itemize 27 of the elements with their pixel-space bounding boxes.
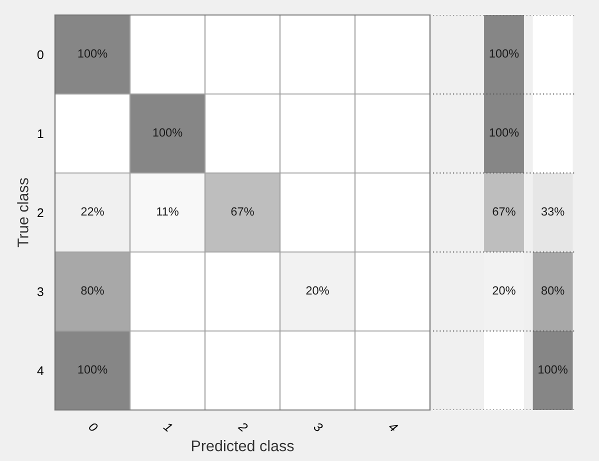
y-tick-label: 3	[37, 287, 44, 296]
x-tick-label: 1	[163, 422, 173, 432]
y-tick-label: 1	[38, 129, 44, 138]
x-axis-title: Predicted class	[192, 440, 294, 452]
data-label: 100%	[153, 128, 182, 137]
data-label: 67%	[492, 207, 516, 216]
y-tick-label: 0	[37, 50, 44, 60]
data-label: 67%	[231, 207, 254, 216]
x-tick-label: 3	[312, 422, 324, 433]
x-tick-label: 4	[388, 422, 398, 432]
data-label: 100%	[78, 49, 108, 58]
x-tick-label: 2	[238, 421, 249, 432]
x-tick-label: 0	[88, 422, 99, 433]
data-label: 100%	[78, 365, 108, 374]
data-label: 11%	[157, 207, 178, 216]
y-axis-title: True class	[17, 178, 28, 248]
y-tick-label: 2	[38, 208, 44, 218]
data-label: 100%	[538, 365, 568, 374]
data-label: 80%	[542, 286, 564, 295]
data-label: 100%	[490, 49, 519, 58]
data-label: 100%	[490, 128, 519, 137]
y-tick-label: 4	[37, 366, 44, 376]
data-label: 22%	[81, 207, 104, 216]
data-label: 20%	[306, 286, 329, 295]
data-label: 80%	[81, 286, 104, 295]
data-label: 20%	[492, 286, 516, 295]
data-label: 33%	[541, 207, 564, 216]
